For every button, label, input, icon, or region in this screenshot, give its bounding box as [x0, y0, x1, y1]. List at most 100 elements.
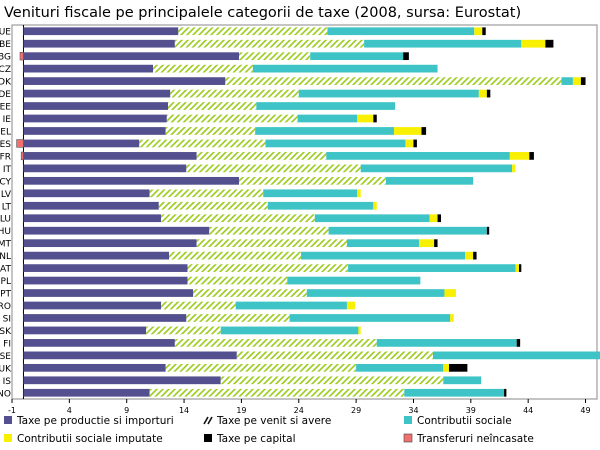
bar-segment [364, 39, 522, 48]
category-label: BE [0, 40, 11, 50]
legend-label: Taxe pe productie si importuri [16, 415, 174, 427]
category-label: LT [2, 202, 12, 212]
legend-label: Taxe pe capital [216, 433, 296, 445]
category-label: HU [0, 227, 11, 237]
bar-segment [301, 251, 466, 260]
bar-segment [23, 189, 150, 198]
bar-segment [23, 114, 167, 123]
bar-segment [580, 77, 586, 85]
bar-segment [346, 239, 420, 248]
bar-segment [267, 201, 374, 210]
bar-segment [346, 301, 355, 310]
bar-segment [373, 114, 377, 123]
bar-segment [169, 251, 302, 260]
bar-segment [478, 89, 487, 98]
category-label: BG [0, 53, 11, 63]
bar-segment [356, 363, 444, 372]
legend: Taxe pe productie si importuri Taxe pe ve… [4, 415, 534, 445]
bar-segment [161, 301, 236, 310]
bar-segment [373, 201, 377, 210]
bar-segment [220, 326, 359, 335]
x-tick-label: 4 [67, 406, 72, 415]
bar-segment [306, 289, 445, 297]
chart-title: Venituri fiscale pe principalele categor… [4, 5, 521, 21]
legend-label: Contributii sociale imputate [17, 433, 163, 445]
bar-segment [287, 276, 421, 285]
bar-segment [298, 89, 479, 98]
x-tick-label: 49 [580, 406, 590, 415]
category-label: UE [0, 28, 11, 38]
category-label: SI [3, 314, 11, 324]
bar-segment [23, 201, 159, 210]
bar-segment [23, 27, 179, 36]
bar-segment [256, 102, 396, 110]
legend-swatch [204, 434, 212, 442]
bar-segment [437, 214, 441, 223]
bar-segment [23, 127, 166, 135]
bar-segment [225, 77, 562, 85]
legend-label: Transferuri neîncasate [416, 433, 534, 445]
bar-segment [23, 164, 187, 173]
category-label: SE [0, 352, 11, 362]
bar-segment [486, 226, 490, 235]
bar-segment [186, 164, 361, 173]
bar-segment [413, 139, 417, 148]
category-label: SK [0, 327, 12, 337]
bar-segment [314, 214, 430, 223]
bar-segment [358, 326, 361, 335]
bar-segment [465, 251, 474, 260]
bar-segment [23, 226, 210, 235]
bar-segment [16, 139, 24, 148]
bar-segment [161, 214, 315, 223]
category-label: LU [0, 215, 11, 225]
bar-segment [23, 276, 188, 285]
bar-segment [23, 52, 240, 61]
bar-segment [146, 326, 221, 335]
bar-segment [235, 301, 347, 310]
bar-segment [23, 214, 162, 223]
bar-segment [23, 351, 237, 360]
bar-segment [19, 52, 24, 61]
bar-segment [385, 176, 474, 185]
bar-segment [521, 39, 546, 48]
bar-segment [23, 89, 171, 98]
bar-segment [168, 102, 257, 110]
bar-segment [432, 351, 600, 360]
x-tick-label: 29 [351, 406, 361, 415]
bar-segment [297, 114, 358, 123]
bar-segment [252, 64, 438, 73]
category-label: EL [0, 127, 11, 137]
category-label: ES [0, 140, 11, 150]
bar-segment [239, 176, 386, 185]
legend-swatch [403, 433, 413, 443]
bar-segment [519, 264, 522, 272]
x-tick-label: 34 [408, 406, 418, 415]
bar-segment [186, 314, 290, 322]
bar-segment [561, 77, 573, 85]
bar-segment [529, 152, 534, 160]
bar-segment [443, 376, 482, 385]
bar-segment [23, 363, 166, 372]
category-label: EE [0, 103, 11, 113]
x-tick-label: 19 [236, 406, 246, 415]
bar-segment [376, 339, 517, 347]
x-tick-label: 44 [523, 406, 533, 415]
legend-swatch [4, 434, 12, 442]
category-label: AT [0, 265, 11, 275]
bar-segment [486, 89, 491, 98]
bar-segment [158, 201, 268, 210]
category-label: IE [3, 115, 12, 125]
category-label: UK [0, 364, 12, 374]
bar-segment [326, 152, 510, 160]
bar-segment [450, 314, 454, 322]
bar-segment [509, 152, 530, 160]
category-label: DE [0, 90, 11, 100]
plot-frame [11, 24, 598, 400]
bar-segment [310, 52, 404, 61]
legend-label: Taxe pe venit si avere [216, 415, 331, 427]
bar-segment [357, 114, 374, 123]
bar-segment [434, 239, 438, 248]
category-label: RO [0, 302, 11, 312]
legend-label: Contributii sociale [417, 415, 512, 427]
category-label: LV [1, 190, 12, 200]
